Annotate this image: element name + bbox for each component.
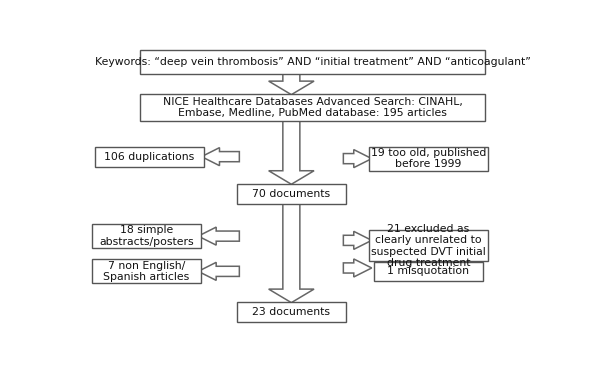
Polygon shape xyxy=(343,150,371,168)
Polygon shape xyxy=(343,259,371,277)
FancyBboxPatch shape xyxy=(237,302,346,322)
FancyBboxPatch shape xyxy=(140,50,485,74)
Text: 7 non English/
Spanish articles: 7 non English/ Spanish articles xyxy=(103,261,189,282)
Polygon shape xyxy=(198,262,239,280)
Text: 23 documents: 23 documents xyxy=(253,307,331,317)
FancyBboxPatch shape xyxy=(370,147,487,171)
Text: 70 documents: 70 documents xyxy=(253,189,331,199)
Polygon shape xyxy=(268,203,314,303)
FancyBboxPatch shape xyxy=(370,231,487,261)
FancyBboxPatch shape xyxy=(140,94,485,121)
Polygon shape xyxy=(268,73,314,95)
Text: 21 excluded as
clearly unrelated to
suspected DVT initial
drug treatment: 21 excluded as clearly unrelated to susp… xyxy=(371,224,486,268)
FancyBboxPatch shape xyxy=(92,259,201,283)
FancyBboxPatch shape xyxy=(95,146,204,167)
Text: 1 misquotation: 1 misquotation xyxy=(387,266,470,276)
FancyBboxPatch shape xyxy=(92,224,201,248)
FancyBboxPatch shape xyxy=(374,262,483,280)
FancyBboxPatch shape xyxy=(237,184,346,204)
Text: 18 simple
abstracts/posters: 18 simple abstracts/posters xyxy=(99,225,193,247)
Text: NICE Healthcare Databases Advanced Search: CINAHL,
Embase, Medline, PubMed datab: NICE Healthcare Databases Advanced Searc… xyxy=(163,97,462,118)
Polygon shape xyxy=(198,227,239,245)
Polygon shape xyxy=(201,147,239,166)
Polygon shape xyxy=(268,119,314,184)
Text: 106 duplications: 106 duplications xyxy=(104,152,195,162)
Text: 19 too old, published
before 1999: 19 too old, published before 1999 xyxy=(371,148,486,169)
Text: Keywords: “deep vein thrombosis” AND “initial treatment” AND “anticoagulant”: Keywords: “deep vein thrombosis” AND “in… xyxy=(95,57,531,67)
Polygon shape xyxy=(343,231,371,249)
